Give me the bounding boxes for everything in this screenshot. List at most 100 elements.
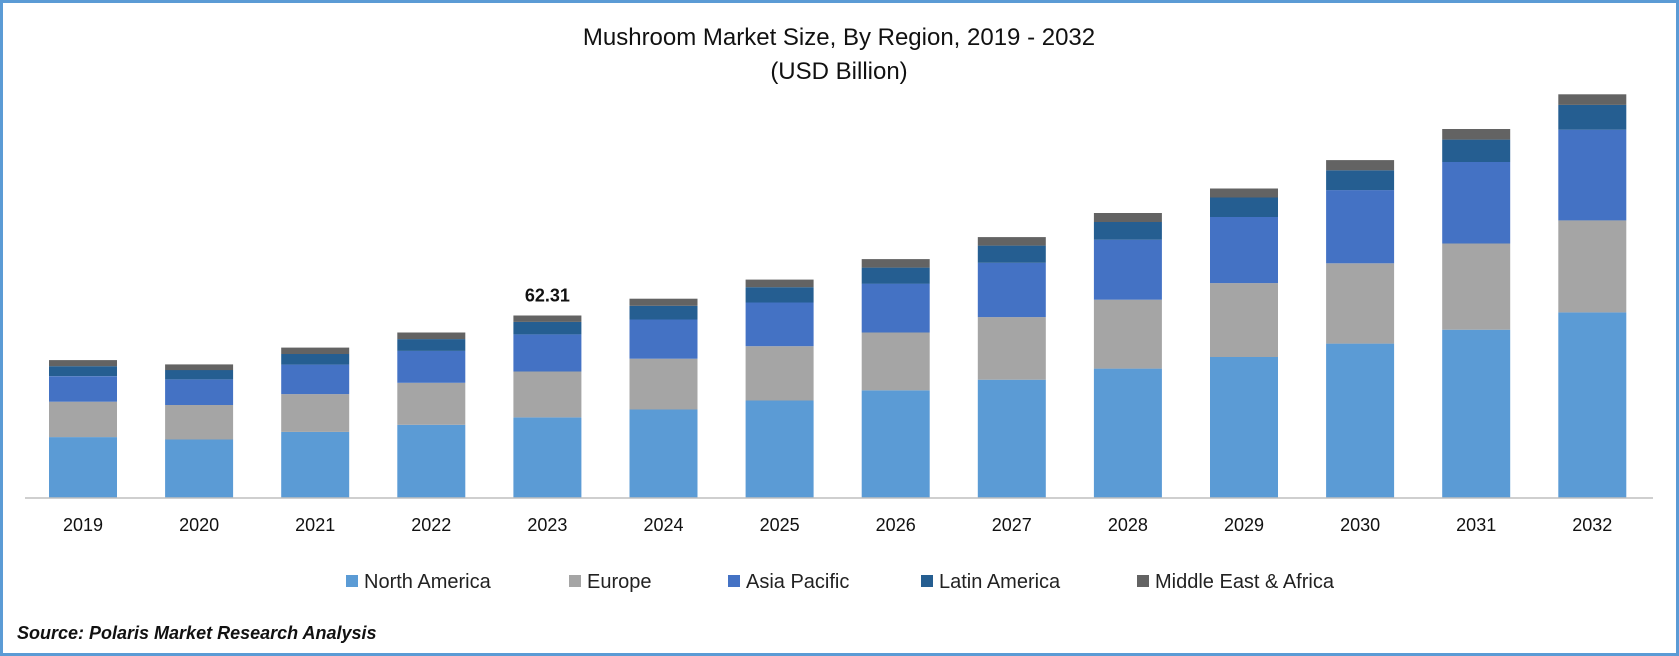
bar-stack-2025: [745, 279, 814, 498]
bar-latin-america-2020: [165, 370, 234, 380]
legend-label-latin-america: Latin America: [939, 571, 1061, 593]
bar-europe-2027: [977, 317, 1046, 380]
legend-label-north-america: North America: [364, 571, 492, 593]
bar-asia-pacific-2021: [281, 364, 350, 395]
bar-north-america-2022: [397, 424, 466, 498]
x-tick-label: 2020: [179, 515, 219, 535]
bar-stack-2021: [281, 347, 350, 498]
bar-middle-east-and-africa-2022: [397, 332, 466, 340]
bar-middle-east-and-africa-2023: [513, 315, 582, 322]
x-axis-ticks: 2019 2020 2021 2022 2023 2024 2025 2026 2027 2028…: [63, 515, 1612, 535]
x-tick-label: 2023: [527, 515, 567, 535]
x-tick-label: 2022: [411, 515, 451, 535]
bar-middle-east-and-africa-2029: [1210, 188, 1278, 198]
x-tick-label: 2032: [1572, 515, 1612, 535]
data-labels: 62.31: [525, 286, 570, 306]
legend-label-europe: Europe: [587, 571, 652, 593]
x-tick-label: 2027: [992, 515, 1032, 535]
chart-title: Mushroom Market Size, By Region, 2019 - …: [583, 24, 1095, 51]
bar-asia-pacific-2029: [1210, 217, 1278, 284]
bar-north-america-2023: [513, 417, 582, 498]
bar-latin-america-2022: [397, 339, 466, 351]
bar-stack-2019: [49, 360, 117, 498]
bar-latin-america-2025: [745, 287, 814, 303]
bar-stack-2032: [1558, 94, 1627, 498]
x-tick-label: 2025: [760, 515, 800, 535]
bar-north-america-2019: [49, 437, 117, 498]
bar-asia-pacific-2026: [861, 283, 930, 333]
bar-middle-east-and-africa-2021: [281, 347, 350, 354]
bar-north-america-2027: [977, 379, 1046, 498]
bar-asia-pacific-2031: [1442, 162, 1511, 244]
bar-asia-pacific-2032: [1558, 129, 1627, 221]
bar-stack-2030: [1326, 160, 1395, 498]
bar-asia-pacific-2023: [513, 334, 582, 372]
bar-europe-2024: [629, 358, 698, 410]
bar-latin-america-2031: [1442, 139, 1511, 162]
legend-swatch-europe: [569, 575, 581, 587]
data-label-2023: 62.31: [525, 286, 570, 306]
bar-stack-2029: [1210, 188, 1278, 498]
bar-asia-pacific-2027: [977, 262, 1046, 318]
bar-north-america-2021: [281, 431, 350, 498]
bar-asia-pacific-2019: [49, 376, 117, 402]
bar-middle-east-and-africa-2030: [1326, 160, 1395, 171]
x-tick-label: 2030: [1340, 515, 1380, 535]
chart-subtitle: (USD Billion): [770, 58, 907, 85]
bar-asia-pacific-2025: [745, 302, 814, 347]
bar-latin-america-2027: [977, 245, 1046, 263]
x-tick-label: 2024: [643, 515, 683, 535]
bar-middle-east-and-africa-2028: [1093, 213, 1162, 222]
bar-asia-pacific-2028: [1093, 239, 1162, 300]
bar-middle-east-and-africa-2024: [629, 298, 698, 306]
bar-latin-america-2019: [49, 366, 117, 377]
bar-europe-2029: [1210, 283, 1278, 357]
bar-north-america-2032: [1558, 312, 1627, 498]
x-tick-label: 2019: [63, 515, 103, 535]
bar-stack-2024: [629, 298, 698, 498]
bar-europe-2025: [745, 346, 814, 401]
source-note: Source: Polaris Market Research Analysis: [17, 623, 377, 643]
bar-stack-2020: [165, 364, 234, 498]
bar-stack-2023: [513, 315, 582, 498]
bar-north-america-2031: [1442, 329, 1511, 498]
bar-europe-2030: [1326, 263, 1395, 344]
bar-middle-east-and-africa-2020: [165, 364, 234, 371]
x-tick-label: 2021: [295, 515, 335, 535]
bar-europe-2031: [1442, 243, 1511, 330]
bar-stack-2028: [1093, 213, 1162, 498]
bar-europe-2032: [1558, 220, 1627, 313]
bar-north-america-2028: [1093, 368, 1162, 498]
bar-europe-2020: [165, 405, 234, 440]
bar-latin-america-2021: [281, 354, 350, 365]
bar-europe-2021: [281, 394, 350, 432]
bar-europe-2023: [513, 371, 582, 418]
legend-swatch-middle-east-and-africa: [1137, 575, 1149, 587]
legend-label-middle-east-and-africa: Middle East & Africa: [1155, 571, 1335, 593]
bar-north-america-2029: [1210, 357, 1278, 498]
legend-label-asia-pacific: Asia Pacific: [746, 571, 849, 593]
bar-latin-america-2029: [1210, 197, 1278, 217]
bar-europe-2022: [397, 382, 466, 425]
bar-stack-2031: [1442, 129, 1511, 498]
x-tick-label: 2029: [1224, 515, 1264, 535]
legend: North America Europe Asia Pacific Latin Ame…: [346, 571, 1335, 593]
legend-swatch-asia-pacific: [728, 575, 740, 587]
x-tick-label: 2028: [1108, 515, 1148, 535]
legend-swatch-north-america: [346, 575, 358, 587]
bar-middle-east-and-africa-2019: [49, 360, 117, 367]
bar-latin-america-2023: [513, 321, 582, 335]
x-tick-label: 2026: [876, 515, 916, 535]
bar-stack-2022: [397, 332, 466, 498]
bar-latin-america-2032: [1558, 104, 1627, 130]
bar-stack-2026: [861, 259, 930, 498]
bar-groups: [49, 94, 1627, 498]
bar-latin-america-2026: [861, 267, 930, 284]
bar-north-america-2020: [165, 439, 234, 498]
bar-middle-east-and-africa-2027: [977, 237, 1046, 246]
legend-swatch-latin-america: [921, 575, 933, 587]
bar-north-america-2025: [745, 400, 814, 498]
bar-north-america-2030: [1326, 343, 1395, 498]
stacked-bar-chart: Mushroom Market Size, By Region, 2019 - …: [25, 24, 1653, 593]
bar-middle-east-and-africa-2025: [745, 279, 814, 288]
